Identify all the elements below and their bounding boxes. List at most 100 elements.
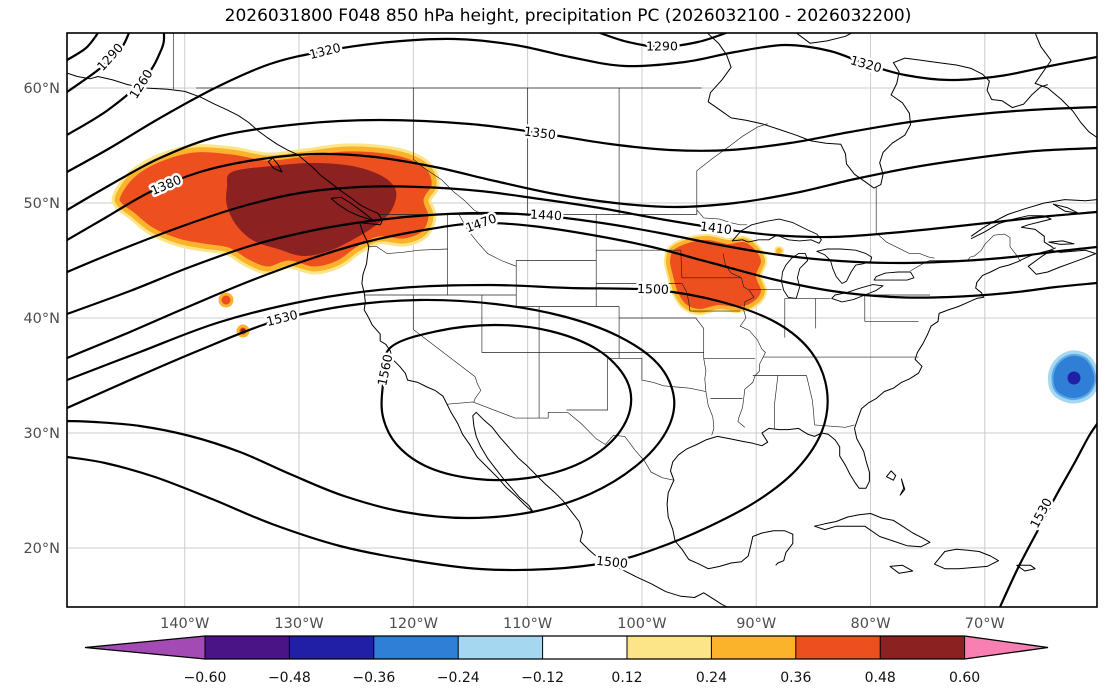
- height-contour: [67, 33, 166, 137]
- height-contour: [67, 298, 676, 520]
- island-outline: [934, 548, 999, 570]
- border-line: [737, 277, 766, 428]
- height-contour: [380, 323, 633, 482]
- lake-outline: [731, 218, 822, 244]
- colorbar-tick-label: −0.24: [437, 670, 480, 686]
- coastline: [795, 33, 853, 44]
- coastline: [706, 33, 1048, 189]
- border-line: [806, 375, 815, 425]
- height-contour: [598, 33, 728, 49]
- border-line: [458, 214, 517, 267]
- island-outline: [1027, 249, 1097, 275]
- x-tick-label: 80°W: [851, 616, 891, 632]
- x-tick-label: 70°W: [965, 616, 1005, 632]
- height-contour: [67, 33, 100, 62]
- height-contour: [67, 37, 1097, 174]
- height-contour: [67, 283, 829, 572]
- border-line: [473, 376, 482, 403]
- island-outline: [267, 157, 283, 173]
- precip-region-atlantic-core: [1067, 371, 1081, 385]
- island-outline: [899, 478, 906, 496]
- border-line: [367, 246, 448, 254]
- border-line: [703, 352, 707, 392]
- lake-outline: [816, 248, 873, 284]
- coastline: [970, 199, 1097, 237]
- colorbar-tick-label: −0.48: [268, 670, 311, 686]
- border-line: [722, 253, 742, 279]
- colorbar-segment: [458, 636, 543, 659]
- precip-spot-coast: [218, 292, 234, 308]
- contour-label: 1440: [530, 207, 563, 224]
- colorbar-segment: [711, 636, 796, 659]
- island-outline: [1048, 240, 1075, 245]
- colorbar-tick-label: 0.36: [780, 670, 811, 686]
- coastline: [970, 215, 1054, 249]
- border-line: [607, 357, 643, 381]
- colorbar: −0.60 −0.48 −0.36 −0.24 −0.12 0.12 0.24 0.36 0.4…: [84, 635, 1049, 686]
- y-tick-label: 60°N: [23, 81, 60, 97]
- x-tick-label: 140°W: [160, 616, 209, 632]
- colorbar-tick-label: −0.12: [521, 670, 564, 686]
- island-outline: [886, 470, 897, 481]
- x-tick-label: 120°W: [389, 616, 438, 632]
- latitude-tick-labels: 60°N 50°N 40°N 30°N 20°N: [23, 81, 60, 557]
- colorbar-extend-under-arrow: [85, 636, 205, 659]
- colorbar-segment: [795, 636, 881, 659]
- border-line: [774, 375, 779, 430]
- colorbar-segment: [542, 636, 627, 659]
- x-tick-label: 130°W: [274, 616, 323, 632]
- contour-label: 1290: [646, 38, 678, 53]
- height-contour: [67, 185, 1097, 274]
- contour-label: 1410: [699, 218, 732, 237]
- lake-outline: [873, 271, 915, 281]
- height-contour: [67, 221, 1097, 360]
- contour-label: 1500: [637, 281, 669, 297]
- colorbar-tick-label: 0.48: [865, 670, 896, 686]
- border-line: [681, 283, 691, 312]
- island-outline: [814, 513, 931, 548]
- coastline: [1034, 33, 1097, 138]
- colorbar-segment: [627, 636, 712, 659]
- border-line: [641, 379, 706, 392]
- border-line: [695, 317, 705, 353]
- border-line: [412, 88, 483, 215]
- plot-frame: [66, 32, 1098, 608]
- border-line: [412, 295, 476, 377]
- y-tick-label: 50°N: [23, 196, 60, 212]
- height-contour: [67, 33, 131, 94]
- y-tick-label: 30°N: [23, 426, 60, 442]
- height-contour: [998, 422, 1097, 607]
- colorbar-tick-label: −0.60: [184, 670, 227, 686]
- colorbar-segment: [880, 636, 965, 659]
- island-outline: [1016, 564, 1036, 572]
- colorbar-tick-label: 0.60: [949, 670, 980, 686]
- contour-label: 1350: [523, 123, 556, 142]
- colorbar-tick-label: −0.36: [352, 670, 395, 686]
- coastline: [67, 72, 729, 607]
- x-tick-label: 110°W: [503, 616, 552, 632]
- height-contour: [67, 146, 1097, 242]
- colorbar-extend-over-arrow: [964, 636, 1048, 659]
- island-outline: [889, 564, 914, 574]
- colorbar-outline: [84, 635, 1049, 660]
- longitude-tick-labels: 140°W 130°W 120°W 110°W 100°W 90°W 80°W 70°W: [160, 616, 1005, 632]
- border-line: [566, 358, 608, 411]
- colorbar-segment: [205, 636, 290, 659]
- border-line: [696, 123, 768, 215]
- border-line: [446, 401, 674, 481]
- y-tick-label: 40°N: [23, 311, 60, 327]
- height-contours: [67, 33, 1097, 607]
- x-tick-label: 90°W: [736, 616, 776, 632]
- border-line: [910, 233, 1021, 272]
- chart-title: 2026031800 F048 850 hPa height, precipit…: [225, 6, 912, 26]
- height-contour: [67, 105, 1097, 212]
- colorbar-tick-label: 0.24: [696, 670, 727, 686]
- basemap-coastlines: [67, 33, 1097, 607]
- island-outline: [330, 196, 375, 222]
- colorbar-tick-label: 0.12: [611, 670, 642, 686]
- x-tick-label: 100°W: [617, 616, 666, 632]
- height-contour: [67, 211, 1097, 316]
